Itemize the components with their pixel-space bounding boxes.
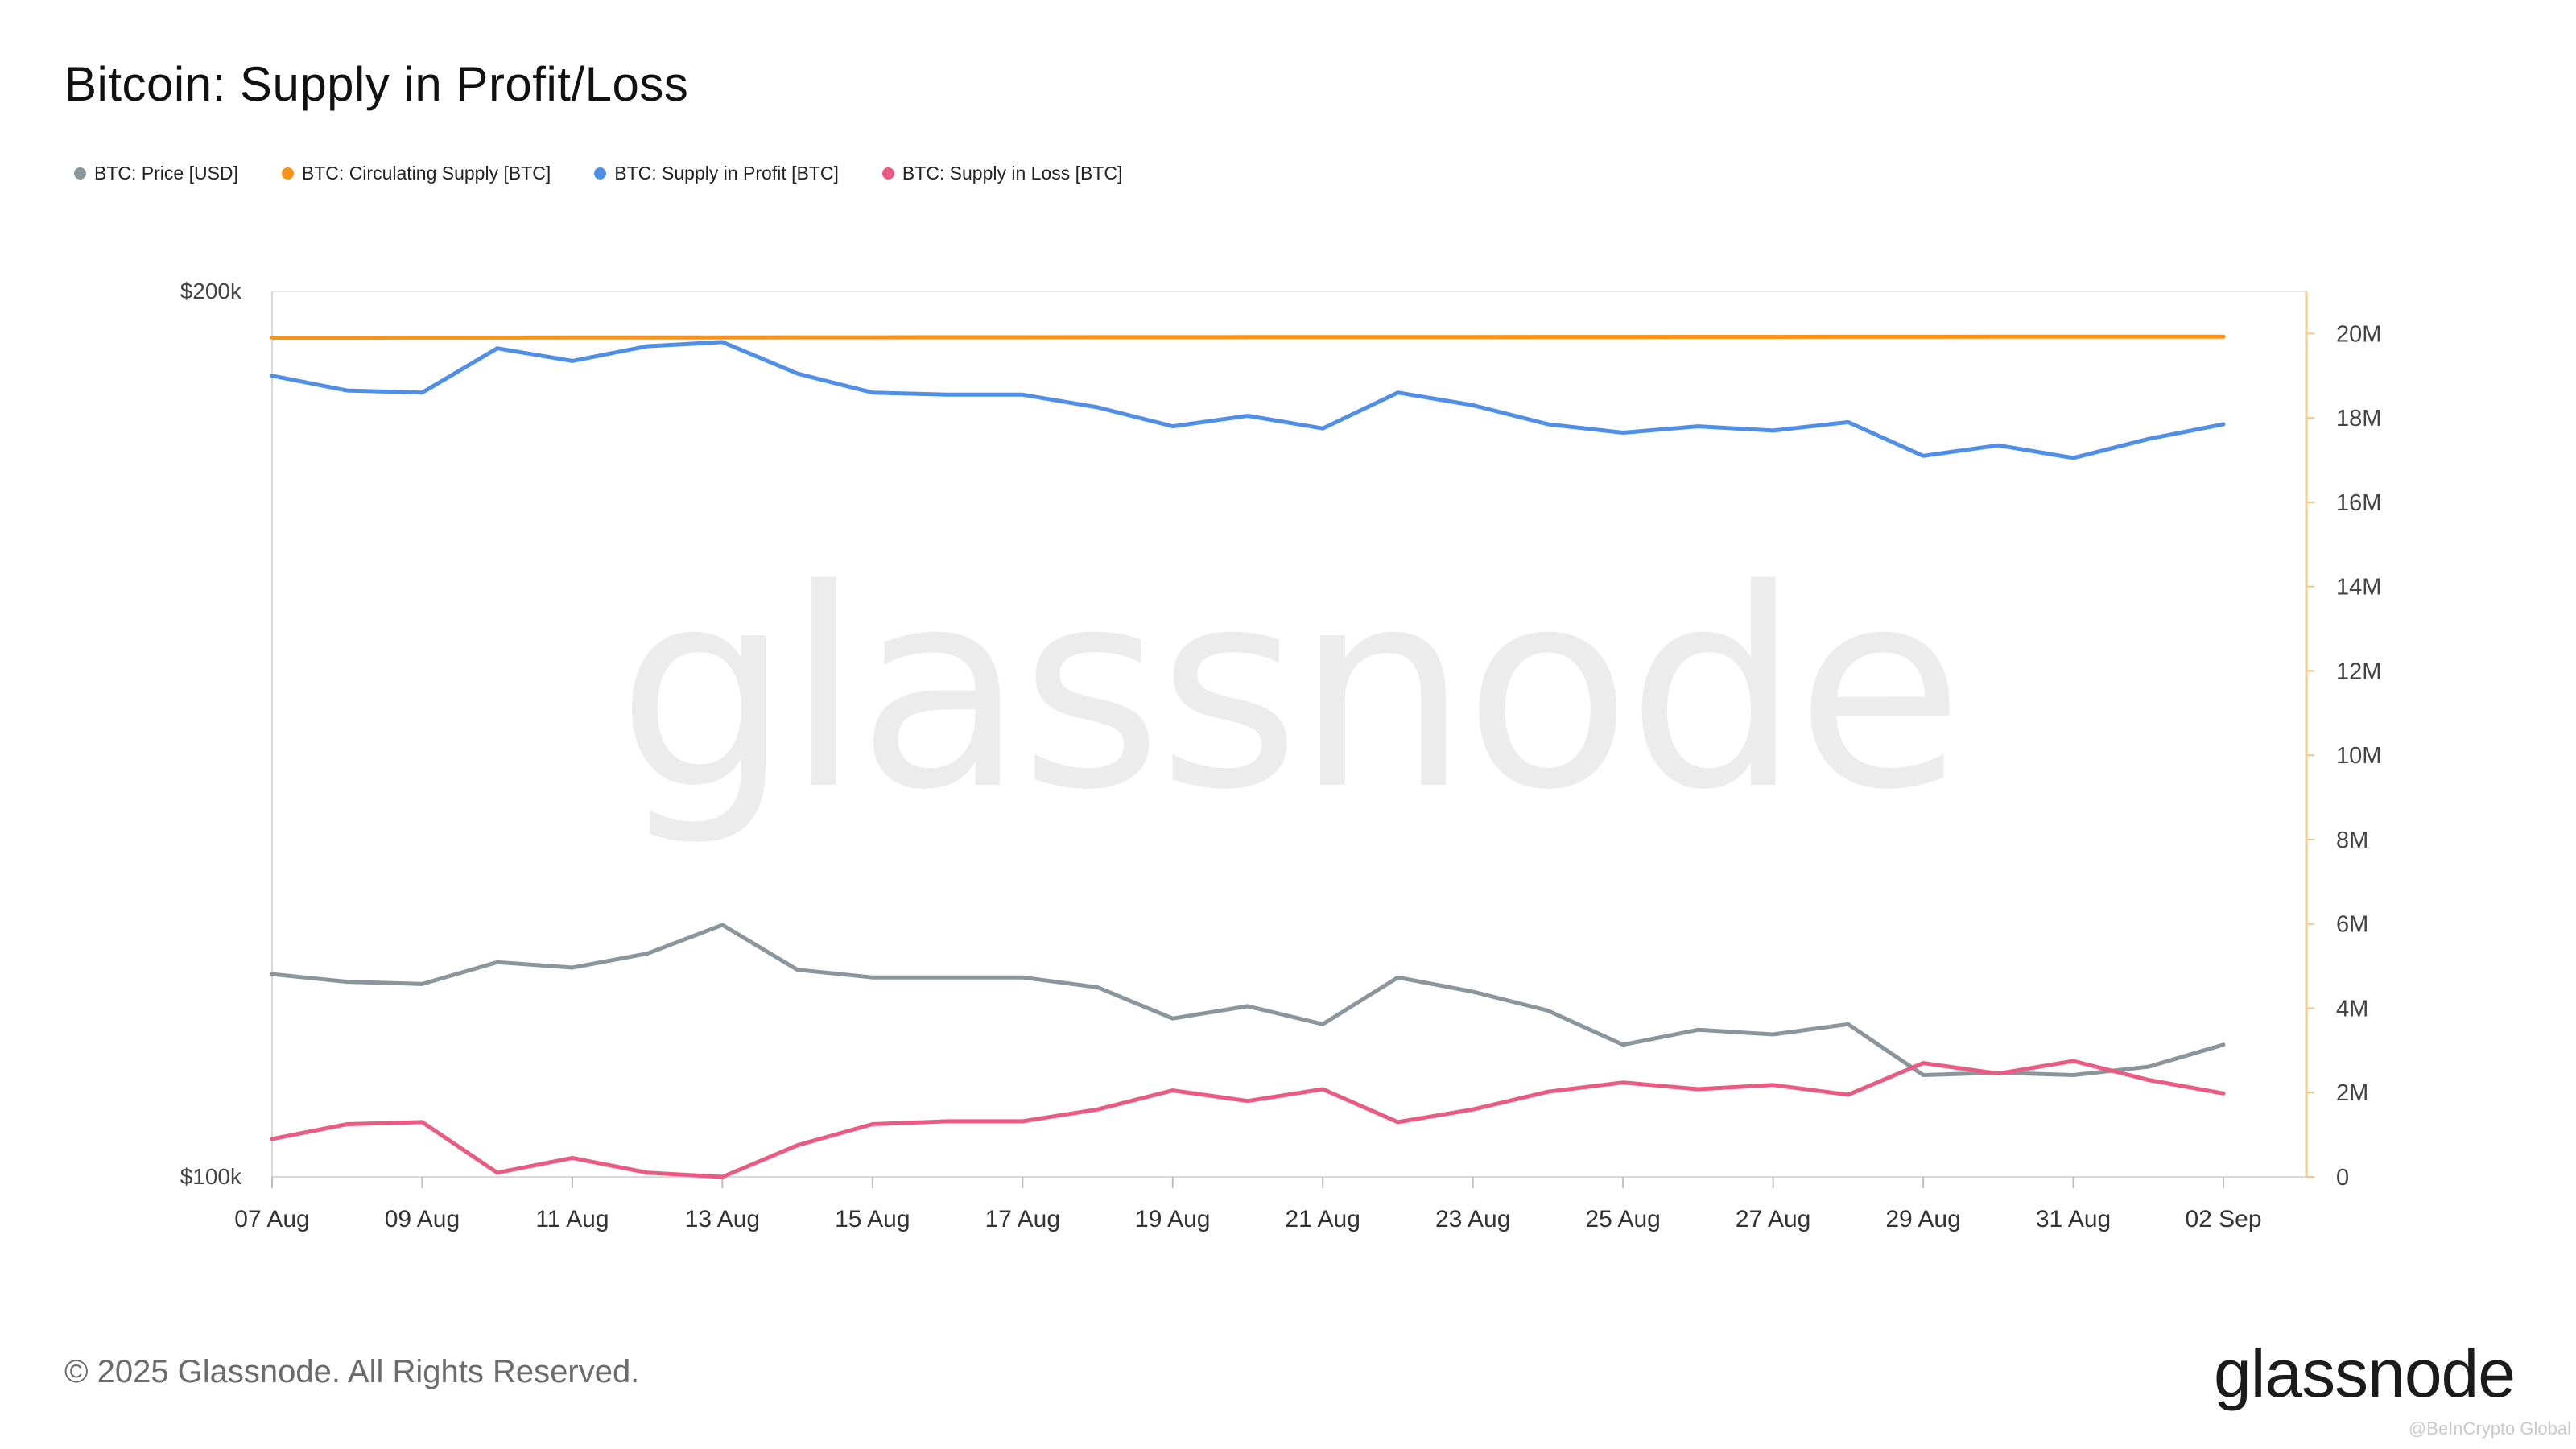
label-layer: $200k $100k 20M 18M 16M 14M 12M 10M 8M 6M 4M 2M 0 07 …	[180, 279, 2382, 1232]
legend-item-supply-in-loss[interactable]: BTC: Supply in Loss [BTC]	[881, 163, 1123, 184]
legend-label: BTC: Supply in Loss [BTC]	[902, 163, 1123, 184]
circulating-supply-line	[270, 334, 2226, 340]
glassnode-logo[interactable]: glassnode	[2214, 1335, 2516, 1411]
right-axis-tick-label: 20M	[2336, 321, 2381, 347]
legend-label: BTC: Circulating Supply [BTC]	[301, 163, 551, 184]
legend-item-circulating-supply[interactable]: BTC: Circulating Supply [BTC]	[281, 163, 551, 184]
x-axis-tick-label: 23 Aug	[1435, 1206, 1510, 1232]
x-axis-tick-label: 13 Aug	[685, 1206, 760, 1232]
right-axis-tick-label: 6M	[2336, 912, 2368, 938]
x-axis-tick-label: 21 Aug	[1286, 1206, 1360, 1232]
supply-in-profit-line	[270, 340, 2226, 460]
right-axis-tick-label: 4M	[2336, 996, 2368, 1022]
chart-title: Bitcoin: Supply in Profit/Loss	[64, 57, 689, 111]
x-axis-tick-label: 15 Aug	[835, 1206, 910, 1232]
price-line	[270, 923, 2226, 1077]
x-axis-tick-label: 27 Aug	[1736, 1206, 1810, 1232]
right-axis-tick-label: 8M	[2336, 828, 2368, 853]
left-axis-tick-label: $200k	[180, 279, 242, 303]
supply-in-loss-line	[270, 1059, 2226, 1179]
left-axis-tick-label: $100k	[180, 1164, 242, 1189]
x-axis-tick-label: 02 Sep	[2185, 1206, 2261, 1232]
series-layer	[270, 334, 2226, 1179]
x-axis-tick-label: 29 Aug	[1885, 1206, 1960, 1232]
x-axis-tick-label: 07 Aug	[234, 1206, 309, 1232]
right-axis-tick-label: 2M	[2336, 1080, 2368, 1106]
credit-watermark: @BeInCrypto Global	[2408, 1418, 2571, 1439]
x-axis-tick-label: 31 Aug	[2036, 1206, 2111, 1232]
x-axis-tick-label: 25 Aug	[1585, 1206, 1660, 1232]
x-axis-tick-label: 19 Aug	[1135, 1206, 1210, 1232]
right-axis-tick-label: 14M	[2336, 575, 2381, 601]
watermark-layer: glassnode	[617, 531, 1963, 850]
right-axis-tick-label: 12M	[2336, 658, 2381, 684]
legend-label: BTC: Supply in Profit [BTC]	[614, 163, 839, 184]
legend-dot-icon	[594, 167, 607, 180]
right-axis-tick-label: 18M	[2336, 406, 2381, 431]
right-axis-tick-label: 0	[2336, 1165, 2349, 1191]
legend-label: BTC: Price [USD]	[94, 163, 238, 184]
legend-item-price[interactable]: BTC: Price [USD]	[74, 163, 238, 184]
x-axis-tick-label: 09 Aug	[385, 1206, 460, 1232]
right-axis-tick-label: 16M	[2336, 490, 2381, 516]
watermark-text: glassnode	[617, 531, 1959, 850]
chart-legend: BTC: Price [USD] BTC: Circulating Supply…	[74, 163, 1122, 184]
right-axis-tick-label: 10M	[2336, 743, 2381, 769]
copyright-text: © 2025 Glassnode. All Rights Reserved.	[64, 1354, 640, 1389]
x-axis-tick-label: 17 Aug	[985, 1206, 1060, 1232]
legend-dot-icon	[881, 167, 894, 180]
x-axis-tick-label: 11 Aug	[535, 1206, 609, 1232]
axis-layer	[271, 291, 2314, 1188]
legend-item-supply-in-profit[interactable]: BTC: Supply in Profit [BTC]	[594, 163, 839, 184]
legend-dot-icon	[74, 167, 86, 180]
legend-dot-icon	[281, 167, 294, 180]
